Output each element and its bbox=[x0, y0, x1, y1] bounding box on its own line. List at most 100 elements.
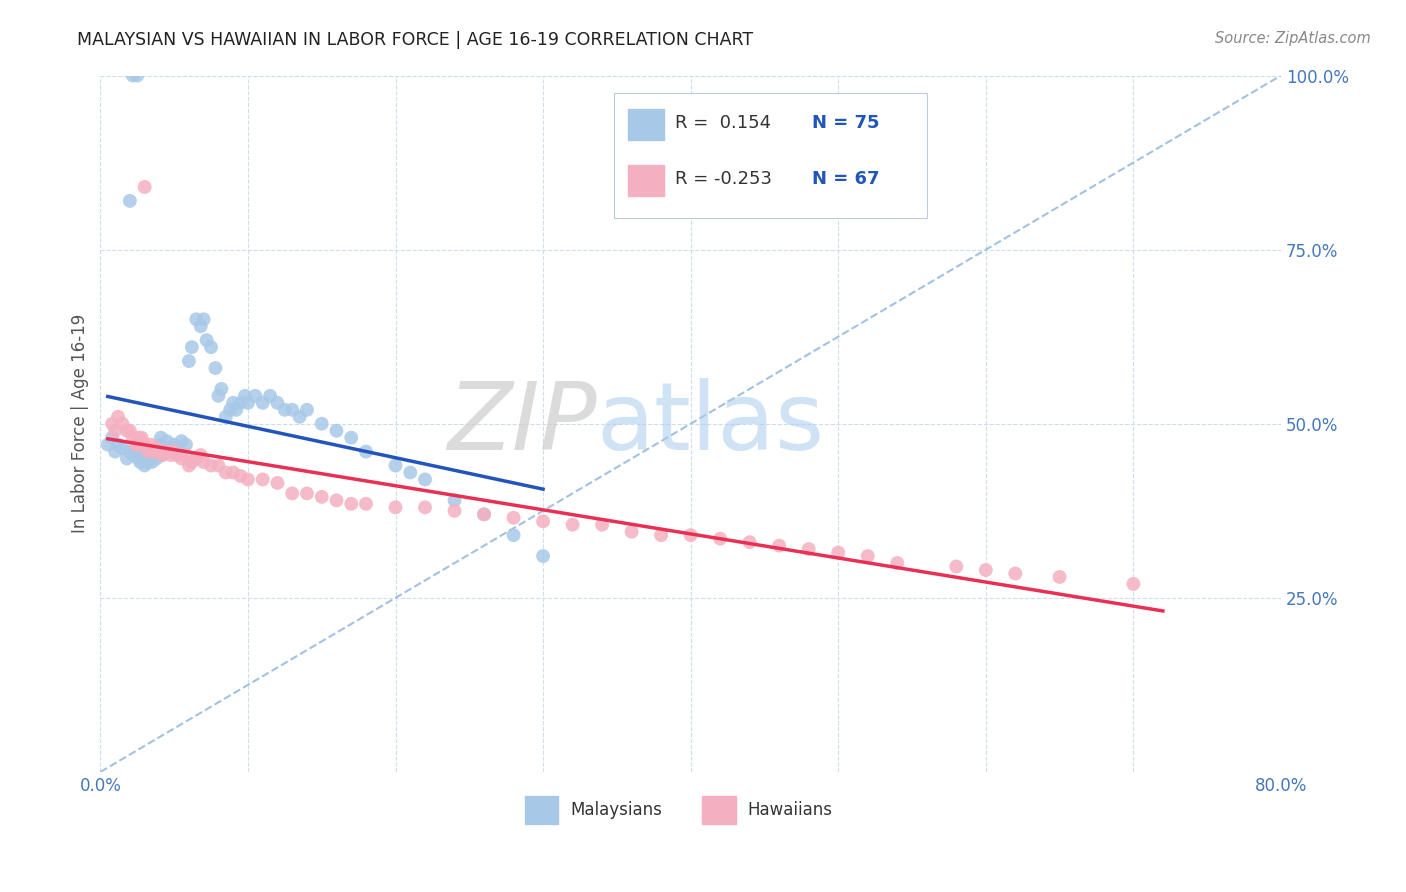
Point bbox=[974, 563, 997, 577]
Point bbox=[138, 451, 160, 466]
Point bbox=[134, 448, 156, 462]
Point bbox=[104, 424, 127, 438]
Point bbox=[229, 396, 252, 410]
Point bbox=[354, 497, 377, 511]
FancyBboxPatch shape bbox=[628, 165, 664, 196]
Point bbox=[274, 402, 297, 417]
Point bbox=[118, 424, 141, 438]
Point bbox=[222, 396, 245, 410]
Text: Source: ZipAtlas.com: Source: ZipAtlas.com bbox=[1215, 31, 1371, 46]
Point bbox=[163, 444, 186, 458]
Text: N = 67: N = 67 bbox=[813, 170, 880, 188]
Point bbox=[145, 451, 167, 466]
Point bbox=[127, 448, 149, 462]
Point bbox=[295, 402, 318, 417]
Point bbox=[156, 434, 179, 449]
Point bbox=[121, 448, 143, 462]
Point bbox=[149, 431, 172, 445]
Point bbox=[281, 486, 304, 500]
Point bbox=[222, 466, 245, 480]
Point bbox=[127, 437, 149, 451]
Text: Hawaiians: Hawaiians bbox=[748, 801, 832, 819]
Point bbox=[679, 528, 702, 542]
Point bbox=[128, 451, 150, 466]
Point bbox=[118, 444, 141, 458]
Point bbox=[215, 409, 238, 424]
Point bbox=[111, 417, 134, 431]
Point bbox=[180, 455, 202, 469]
Point bbox=[709, 532, 731, 546]
Point bbox=[204, 361, 226, 376]
Point bbox=[295, 486, 318, 500]
Point bbox=[129, 455, 152, 469]
Point bbox=[160, 444, 183, 458]
Y-axis label: In Labor Force | Age 16-19: In Labor Force | Age 16-19 bbox=[72, 314, 89, 533]
FancyBboxPatch shape bbox=[614, 93, 927, 219]
Point bbox=[209, 382, 232, 396]
Point bbox=[97, 437, 120, 451]
Point bbox=[1004, 566, 1026, 581]
Point bbox=[160, 448, 183, 462]
Point bbox=[340, 431, 363, 445]
FancyBboxPatch shape bbox=[628, 109, 664, 140]
Point bbox=[252, 396, 274, 410]
Point bbox=[163, 437, 186, 451]
Point bbox=[174, 448, 197, 462]
Point bbox=[134, 437, 156, 451]
Point bbox=[193, 455, 215, 469]
Point bbox=[157, 444, 180, 458]
Point bbox=[174, 437, 197, 451]
Point bbox=[200, 458, 222, 473]
Point bbox=[738, 535, 761, 549]
Point bbox=[245, 389, 267, 403]
Point bbox=[281, 402, 304, 417]
Point bbox=[125, 444, 148, 458]
Point bbox=[111, 441, 134, 455]
Point bbox=[139, 437, 162, 451]
Point bbox=[620, 524, 643, 539]
Point bbox=[153, 444, 176, 458]
Point bbox=[190, 319, 212, 334]
Point bbox=[142, 444, 165, 458]
Point bbox=[166, 448, 188, 462]
Point bbox=[354, 444, 377, 458]
Point bbox=[145, 441, 167, 455]
Point bbox=[413, 473, 436, 487]
Point bbox=[384, 500, 406, 515]
Point bbox=[502, 528, 524, 542]
Point bbox=[118, 194, 141, 208]
FancyBboxPatch shape bbox=[703, 797, 735, 824]
Point bbox=[229, 469, 252, 483]
Point bbox=[311, 417, 333, 431]
Point bbox=[266, 475, 288, 490]
Point bbox=[170, 451, 193, 466]
Point bbox=[193, 312, 215, 326]
Point bbox=[115, 424, 138, 438]
Point bbox=[127, 69, 149, 83]
Text: atlas: atlas bbox=[596, 377, 824, 470]
Point bbox=[134, 458, 156, 473]
Point bbox=[177, 354, 200, 368]
Point bbox=[384, 458, 406, 473]
Point bbox=[148, 444, 170, 458]
Point bbox=[472, 508, 495, 522]
Point bbox=[125, 437, 148, 451]
Point bbox=[141, 448, 163, 462]
Point bbox=[443, 493, 465, 508]
Point bbox=[236, 473, 259, 487]
FancyBboxPatch shape bbox=[526, 797, 558, 824]
Point bbox=[856, 549, 879, 563]
Point bbox=[148, 437, 170, 451]
Point bbox=[472, 508, 495, 522]
Point bbox=[139, 444, 162, 458]
Point bbox=[186, 451, 208, 466]
Point bbox=[531, 549, 554, 563]
Point bbox=[142, 444, 165, 458]
Point bbox=[413, 500, 436, 515]
Point bbox=[180, 340, 202, 354]
Text: N = 75: N = 75 bbox=[813, 114, 880, 132]
Point bbox=[121, 431, 143, 445]
Point bbox=[399, 466, 422, 480]
Text: ZIP: ZIP bbox=[447, 378, 596, 469]
Point bbox=[827, 545, 849, 559]
